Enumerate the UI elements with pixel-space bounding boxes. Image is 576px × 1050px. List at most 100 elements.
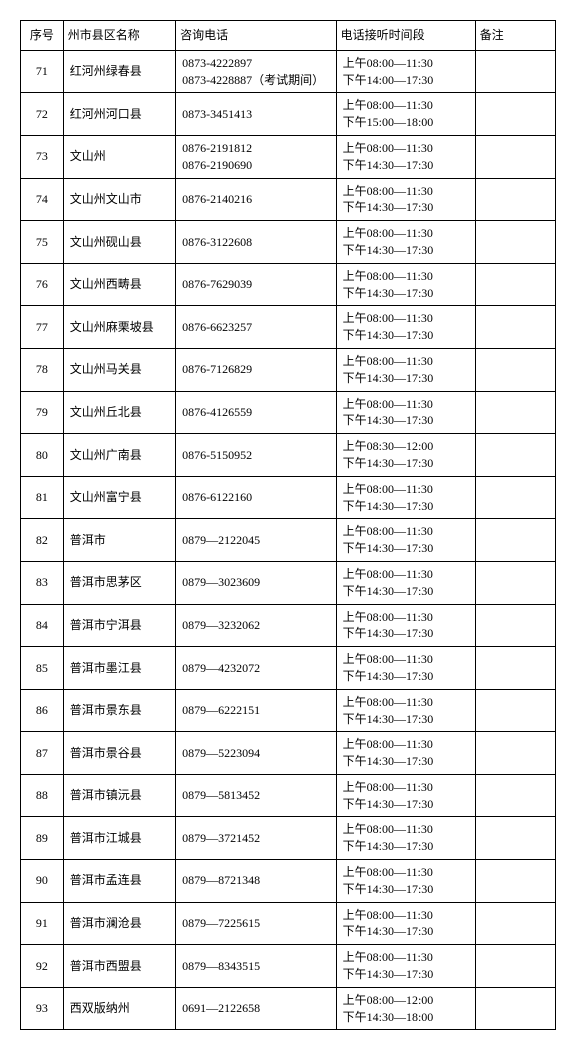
cell-seq: 73 xyxy=(21,135,64,178)
cell-note xyxy=(475,647,555,690)
cell-name: 普洱市宁洱县 xyxy=(63,604,175,647)
table-row: 82普洱市0879—2122045上午08:00—11:30下午14:30—17… xyxy=(21,519,556,562)
cell-time: 上午08:00—11:30下午14:30—17:30 xyxy=(336,732,475,775)
cell-time: 上午08:00—11:30下午14:30—17:30 xyxy=(336,647,475,690)
cell-seq: 85 xyxy=(21,647,64,690)
cell-time: 上午08:00—11:30下午14:30—17:30 xyxy=(336,774,475,817)
header-seq: 序号 xyxy=(21,21,64,51)
cell-seq: 84 xyxy=(21,604,64,647)
cell-time: 上午08:00—11:30下午14:30—17:30 xyxy=(336,306,475,349)
cell-time: 上午08:00—11:30下午14:00—17:30 xyxy=(336,50,475,93)
cell-seq: 75 xyxy=(21,221,64,264)
table-row: 86普洱市景东县0879—6222151上午08:00—11:30下午14:30… xyxy=(21,689,556,732)
cell-note xyxy=(475,178,555,221)
table-row: 83普洱市思茅区0879—3023609上午08:00—11:30下午14:30… xyxy=(21,561,556,604)
table-row: 78文山州马关县0876-7126829上午08:00—11:30下午14:30… xyxy=(21,348,556,391)
cell-phone: 0879—8721348 xyxy=(176,860,337,903)
cell-time: 上午08:00—11:30下午14:30—17:30 xyxy=(336,178,475,221)
cell-seq: 87 xyxy=(21,732,64,775)
cell-name: 红河州河口县 xyxy=(63,93,175,136)
table-row: 79文山州丘北县0876-4126559上午08:00—11:30下午14:30… xyxy=(21,391,556,434)
cell-time: 上午08:00—11:30下午14:30—17:30 xyxy=(336,135,475,178)
cell-time: 上午08:00—11:30下午14:30—17:30 xyxy=(336,391,475,434)
table-row: 85普洱市墨江县0879—4232072上午08:00—11:30下午14:30… xyxy=(21,647,556,690)
cell-note xyxy=(475,50,555,93)
cell-time: 上午08:00—11:30下午14:30—17:30 xyxy=(336,561,475,604)
cell-note xyxy=(475,561,555,604)
cell-phone: 0879—3721452 xyxy=(176,817,337,860)
cell-phone: 0873-3451413 xyxy=(176,93,337,136)
table-row: 92普洱市西盟县0879—8343515上午08:00—11:30下午14:30… xyxy=(21,945,556,988)
cell-seq: 80 xyxy=(21,434,64,477)
table-row: 77文山州麻栗坡县0876-6623257上午08:00—11:30下午14:3… xyxy=(21,306,556,349)
cell-name: 普洱市 xyxy=(63,519,175,562)
cell-name: 普洱市澜沧县 xyxy=(63,902,175,945)
cell-seq: 76 xyxy=(21,263,64,306)
cell-time: 上午08:00—11:30下午14:30—17:30 xyxy=(336,263,475,306)
cell-seq: 86 xyxy=(21,689,64,732)
cell-name: 西双版纳州 xyxy=(63,987,175,1030)
cell-phone: 0879—2122045 xyxy=(176,519,337,562)
cell-name: 普洱市江城县 xyxy=(63,817,175,860)
cell-name: 普洱市墨江县 xyxy=(63,647,175,690)
cell-note xyxy=(475,348,555,391)
cell-note xyxy=(475,817,555,860)
table-row: 93西双版纳州0691—2122658上午08:00—12:00下午14:30—… xyxy=(21,987,556,1030)
cell-seq: 82 xyxy=(21,519,64,562)
cell-seq: 93 xyxy=(21,987,64,1030)
cell-note xyxy=(475,476,555,519)
cell-name: 文山州麻栗坡县 xyxy=(63,306,175,349)
cell-phone: 0876-6623257 xyxy=(176,306,337,349)
cell-phone: 0876-6122160 xyxy=(176,476,337,519)
table-row: 72红河州河口县0873-3451413上午08:00—11:30下午15:00… xyxy=(21,93,556,136)
cell-phone: 0691—2122658 xyxy=(176,987,337,1030)
cell-time: 上午08:00—11:30下午14:30—17:30 xyxy=(336,817,475,860)
cell-note xyxy=(475,860,555,903)
cell-name: 文山州广南县 xyxy=(63,434,175,477)
cell-note xyxy=(475,434,555,477)
header-time: 电话接听时间段 xyxy=(336,21,475,51)
cell-name: 文山州文山市 xyxy=(63,178,175,221)
cell-time: 上午08:00—11:30下午14:30—17:30 xyxy=(336,348,475,391)
table-row: 90普洱市孟连县0879—8721348上午08:00—11:30下午14:30… xyxy=(21,860,556,903)
cell-time: 上午08:00—11:30下午14:30—17:30 xyxy=(336,476,475,519)
cell-name: 普洱市景东县 xyxy=(63,689,175,732)
cell-note xyxy=(475,774,555,817)
cell-seq: 83 xyxy=(21,561,64,604)
cell-note xyxy=(475,902,555,945)
cell-seq: 92 xyxy=(21,945,64,988)
table-header: 序号 州市县区名称 咨询电话 电话接听时间段 备注 xyxy=(21,21,556,51)
cell-time: 上午08:00—11:30下午14:30—17:30 xyxy=(336,519,475,562)
cell-time: 上午08:00—11:30下午14:30—17:30 xyxy=(336,945,475,988)
cell-name: 普洱市镇沅县 xyxy=(63,774,175,817)
cell-seq: 90 xyxy=(21,860,64,903)
table-row: 89普洱市江城县0879—3721452上午08:00—11:30下午14:30… xyxy=(21,817,556,860)
cell-phone: 0876-4126559 xyxy=(176,391,337,434)
cell-phone: 0879—7225615 xyxy=(176,902,337,945)
cell-phone: 0879—3023609 xyxy=(176,561,337,604)
cell-name: 文山州富宁县 xyxy=(63,476,175,519)
cell-time: 上午08:00—11:30下午15:00—18:00 xyxy=(336,93,475,136)
cell-phone: 0876-3122608 xyxy=(176,221,337,264)
contact-table: 序号 州市县区名称 咨询电话 电话接听时间段 备注 71红河州绿春县0873-4… xyxy=(20,20,556,1030)
cell-note xyxy=(475,732,555,775)
table-body: 71红河州绿春县0873-42228970873-4228887（考试期间）上午… xyxy=(21,50,556,1030)
cell-note xyxy=(475,689,555,732)
cell-note xyxy=(475,306,555,349)
cell-name: 普洱市景谷县 xyxy=(63,732,175,775)
cell-phone: 0879—3232062 xyxy=(176,604,337,647)
cell-note xyxy=(475,135,555,178)
cell-name: 文山州西畴县 xyxy=(63,263,175,306)
cell-seq: 74 xyxy=(21,178,64,221)
header-phone: 咨询电话 xyxy=(176,21,337,51)
cell-name: 普洱市孟连县 xyxy=(63,860,175,903)
table-row: 80文山州广南县0876-5150952上午08:30—12:00下午14:30… xyxy=(21,434,556,477)
cell-note xyxy=(475,221,555,264)
cell-note xyxy=(475,519,555,562)
cell-phone: 0876-7126829 xyxy=(176,348,337,391)
cell-seq: 78 xyxy=(21,348,64,391)
cell-name: 文山州丘北县 xyxy=(63,391,175,434)
cell-phone: 0879—6222151 xyxy=(176,689,337,732)
cell-time: 上午08:00—11:30下午14:30—17:30 xyxy=(336,689,475,732)
cell-name: 文山州砚山县 xyxy=(63,221,175,264)
